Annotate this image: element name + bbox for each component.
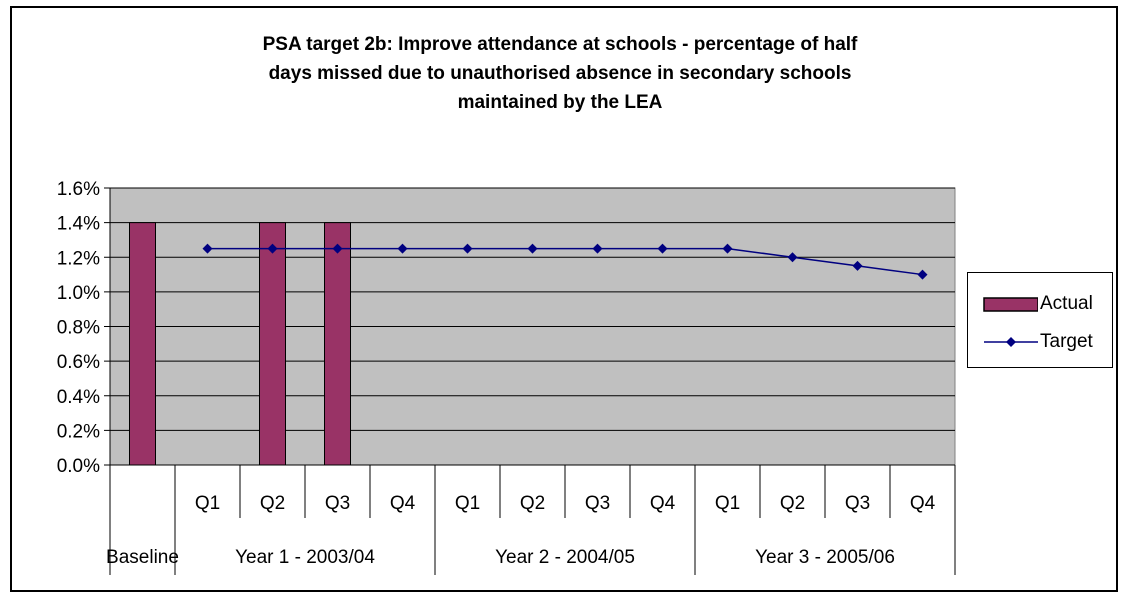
x-tick-label: Q4 bbox=[390, 493, 416, 514]
chart-title-line-1: PSA target 2b: Improve attendance at sch… bbox=[262, 34, 858, 55]
x-group-label: Year 3 - 2005/06 bbox=[755, 547, 895, 568]
y-tick-label: 1.6% bbox=[57, 179, 100, 200]
point-target bbox=[592, 243, 603, 254]
x-tick-label: Q3 bbox=[585, 493, 610, 514]
chart-title-line-2: days missed due to unauthorised absence … bbox=[268, 63, 852, 84]
x-tick-label: Q1 bbox=[715, 493, 740, 514]
y-tick-label: 0.2% bbox=[57, 421, 100, 442]
x-tick-label: Q3 bbox=[325, 493, 350, 514]
x-tick-label: Q1 bbox=[455, 493, 480, 514]
y-tick-label: 1.2% bbox=[57, 248, 100, 269]
x-tick-label: Q1 bbox=[195, 493, 220, 514]
chart-title-line-3: maintained by the LEA bbox=[457, 92, 663, 113]
point-target bbox=[527, 243, 538, 254]
x-group-label: Year 2 - 2004/05 bbox=[495, 547, 635, 568]
legend-swatch-actual bbox=[983, 297, 1038, 312]
point-target bbox=[722, 243, 733, 254]
y-tick-label: 0.8% bbox=[57, 318, 100, 339]
x-tick-label: Q4 bbox=[650, 493, 676, 514]
x-tick-label: Q3 bbox=[845, 493, 870, 514]
point-target bbox=[657, 243, 668, 254]
legend-swatch-target bbox=[984, 337, 1038, 347]
line-target bbox=[207, 247, 923, 276]
point-target bbox=[202, 243, 213, 254]
x-tick-label: Q2 bbox=[260, 493, 285, 514]
legend-label-target: Target bbox=[1040, 331, 1093, 352]
bar-actual bbox=[129, 222, 156, 466]
point-target bbox=[332, 243, 343, 254]
y-tick-label: 0.4% bbox=[57, 387, 100, 408]
y-tick-label: 1.0% bbox=[57, 283, 100, 304]
y-tick-label: 1.4% bbox=[57, 214, 100, 235]
x-tick-label: Q2 bbox=[520, 493, 545, 514]
point-target bbox=[267, 243, 278, 254]
chart-title: PSA target 2b: Improve attendance at sch… bbox=[120, 30, 1000, 117]
legend-item-target: Target bbox=[968, 327, 1114, 357]
x-group-label: Year 1 - 2003/04 bbox=[235, 547, 375, 568]
point-target bbox=[852, 260, 863, 271]
x-tick-label: Q2 bbox=[780, 493, 805, 514]
bar-actual bbox=[259, 222, 286, 466]
x-tick-label: Q4 bbox=[910, 493, 936, 514]
x-group-label: Baseline bbox=[106, 547, 179, 568]
legend: Actual Target bbox=[967, 272, 1113, 368]
legend-label-actual: Actual bbox=[1040, 293, 1093, 314]
legend-item-actual: Actual bbox=[968, 289, 1114, 319]
y-tick-label: 0.0% bbox=[57, 456, 100, 477]
y-tick-label: 0.6% bbox=[57, 352, 100, 373]
bar-actual bbox=[324, 222, 351, 466]
point-target bbox=[787, 252, 798, 263]
point-target bbox=[462, 243, 473, 254]
point-target bbox=[917, 269, 928, 280]
point-target bbox=[397, 243, 408, 254]
